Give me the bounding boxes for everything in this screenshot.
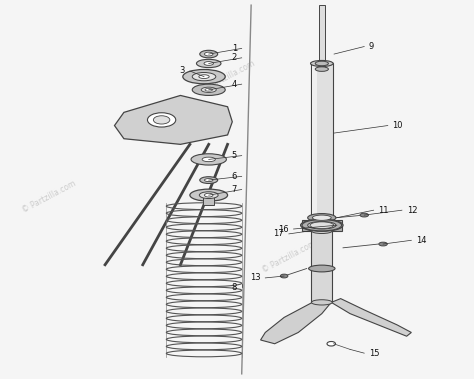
Text: 2: 2 (232, 53, 237, 62)
Ellipse shape (379, 242, 387, 246)
Polygon shape (261, 302, 331, 344)
Ellipse shape (309, 265, 335, 272)
Ellipse shape (202, 157, 215, 162)
Ellipse shape (311, 300, 332, 305)
Bar (312, 63, 317, 219)
Ellipse shape (191, 154, 227, 165)
Ellipse shape (308, 214, 336, 222)
Ellipse shape (205, 88, 212, 91)
Ellipse shape (200, 50, 218, 58)
Text: 1: 1 (232, 44, 237, 53)
Text: 14: 14 (416, 236, 427, 245)
Ellipse shape (200, 177, 218, 183)
Text: 7: 7 (232, 185, 237, 194)
Ellipse shape (192, 72, 216, 81)
Text: 12: 12 (407, 206, 417, 215)
Ellipse shape (302, 219, 342, 231)
Ellipse shape (201, 87, 216, 92)
Ellipse shape (199, 192, 218, 199)
Polygon shape (331, 299, 411, 336)
Text: 13: 13 (250, 273, 261, 282)
Ellipse shape (310, 216, 333, 222)
Ellipse shape (315, 67, 328, 71)
Bar (319, 5, 325, 69)
Ellipse shape (315, 61, 328, 66)
Ellipse shape (197, 60, 221, 67)
Polygon shape (115, 96, 232, 144)
Ellipse shape (301, 219, 343, 231)
Text: 17: 17 (273, 229, 284, 238)
Bar (310, 63, 333, 219)
Ellipse shape (310, 222, 334, 229)
Text: 9: 9 (369, 42, 374, 51)
Text: 15: 15 (369, 349, 380, 358)
Ellipse shape (204, 52, 213, 56)
Bar (302, 219, 342, 231)
Text: © Partzilla.com: © Partzilla.com (20, 179, 77, 215)
Text: 3: 3 (180, 66, 185, 75)
Text: 4: 4 (232, 80, 237, 89)
Bar (311, 231, 332, 302)
Ellipse shape (190, 189, 228, 201)
Text: 10: 10 (392, 121, 403, 130)
Ellipse shape (192, 84, 225, 96)
Ellipse shape (183, 69, 225, 84)
Ellipse shape (311, 228, 332, 233)
Ellipse shape (360, 213, 368, 217)
Ellipse shape (312, 215, 331, 220)
Ellipse shape (280, 274, 288, 278)
Ellipse shape (310, 61, 333, 66)
Ellipse shape (147, 113, 176, 127)
Text: © Partzilla.com: © Partzilla.com (199, 59, 256, 94)
Text: 5: 5 (232, 151, 237, 160)
Ellipse shape (199, 75, 209, 78)
Text: 6: 6 (232, 172, 237, 181)
Text: 11: 11 (378, 206, 389, 215)
Ellipse shape (204, 193, 213, 197)
Ellipse shape (204, 61, 213, 65)
Ellipse shape (327, 341, 336, 346)
Text: 8: 8 (232, 283, 237, 292)
Ellipse shape (154, 116, 170, 124)
Text: 16: 16 (278, 224, 289, 233)
Ellipse shape (308, 221, 336, 229)
Bar (203, 195, 214, 205)
Text: © Partzilla.com: © Partzilla.com (261, 239, 317, 275)
Ellipse shape (204, 179, 213, 182)
